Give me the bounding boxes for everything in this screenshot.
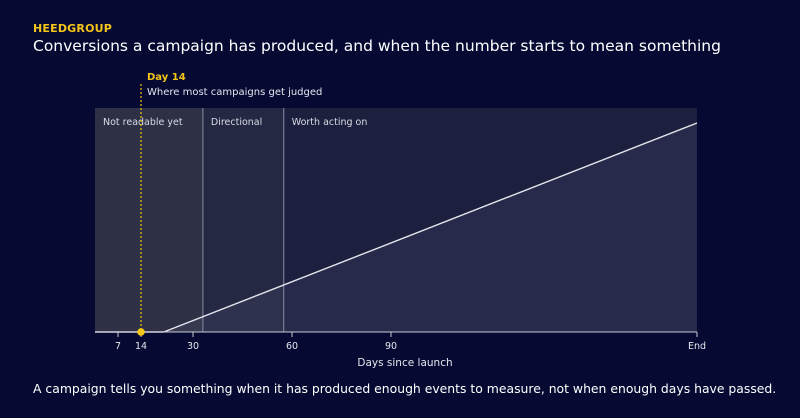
zone-band-3 <box>283 108 697 332</box>
x-axis-title: Days since launch <box>357 357 452 369</box>
x-tick-label: 14 <box>135 341 147 352</box>
series-area <box>95 123 697 332</box>
zone-label-2: Directional <box>211 117 262 128</box>
x-tick-label: End <box>688 341 706 352</box>
brand-label: HEEDGROUP <box>33 22 113 35</box>
chart-title: Conversions a campaign has produced, and… <box>33 37 721 55</box>
marker-sublabel: Where most campaigns get judged <box>147 87 322 98</box>
zone-label-3: Worth acting on <box>292 117 368 128</box>
series-line-segment <box>163 122 698 333</box>
zone-band-1 <box>95 108 203 332</box>
zone-label-1: Not readable yet <box>103 117 183 128</box>
marker-label: Day 14 <box>147 72 186 83</box>
x-tick-label: 90 <box>385 341 397 352</box>
chart-footnote: A campaign tells you something when it h… <box>33 381 777 396</box>
marker-dot <box>137 328 145 336</box>
zone-band-2 <box>202 108 284 332</box>
x-tick-label: 60 <box>286 341 298 352</box>
x-tick-label: 7 <box>115 341 121 352</box>
x-tick-label: 30 <box>187 341 199 352</box>
